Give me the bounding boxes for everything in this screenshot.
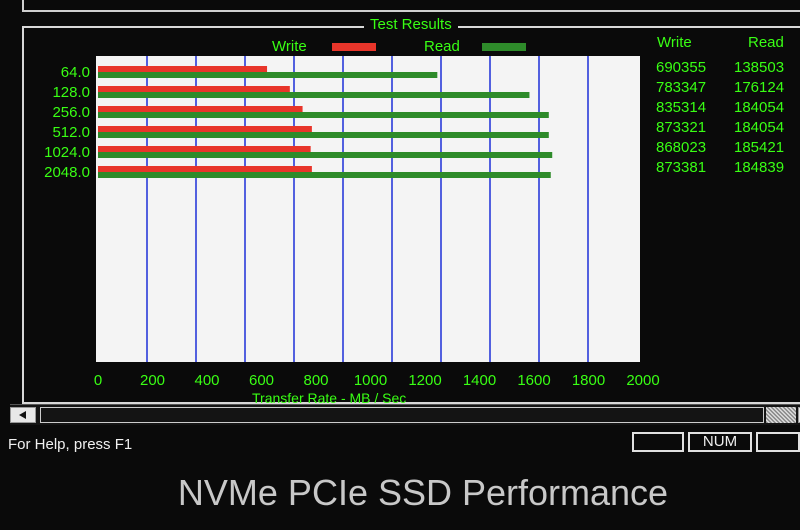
scroll-right-arrow-icon[interactable] (798, 407, 800, 423)
scroll-thumb[interactable] (766, 407, 796, 423)
read-bar (98, 152, 553, 158)
caption-title: NVMe PCIe SSD Performance (177, 472, 669, 513)
legend-write-swatch (332, 43, 376, 51)
write-bar (98, 146, 311, 152)
horizontal-scrollbar[interactable] (10, 404, 800, 425)
read-value-cell: 138503 (734, 59, 785, 76)
write-value-cell: 835314 (656, 99, 707, 116)
x-tick-label: 400 (194, 372, 220, 389)
y-tick-label: 64.0 (60, 64, 90, 81)
x-tick-label: 600 (248, 372, 275, 389)
read-value-cell: 184839 (734, 159, 785, 176)
write-value-cell: 868023 (656, 139, 707, 156)
write-bar (98, 166, 312, 172)
read-value-cell: 185421 (734, 139, 785, 156)
read-bar (98, 72, 438, 78)
write-value-cell: 690355 (656, 59, 707, 76)
legend-write-label: Write (272, 38, 307, 55)
write-bar (98, 126, 312, 132)
read-bar (98, 92, 530, 98)
x-tick-label: 1800 (571, 372, 606, 389)
read-value-cell: 184054 (734, 119, 785, 136)
read-value-cell: 176124 (734, 79, 785, 96)
status-pane-empty (632, 432, 684, 452)
write-value-cell: 873381 (656, 159, 707, 176)
x-tick-label: 1200 (408, 372, 442, 389)
write-bar (98, 66, 268, 72)
top-window-frame (22, 0, 800, 12)
num-lock-indicator: NUM (688, 432, 752, 452)
x-tick-label: 0 (93, 372, 103, 389)
read-bar (98, 112, 549, 118)
status-help-text: For Help, press F1 (8, 436, 133, 453)
write-bar (98, 106, 303, 112)
y-tick-label: 256.0 (52, 104, 90, 121)
write-value-cell: 783347 (656, 79, 707, 96)
write-bar (98, 86, 290, 92)
y-tick-label: 1024.0 (44, 144, 90, 161)
x-tick-label: 1000 (353, 372, 388, 389)
scroll-left-arrow-icon[interactable] (10, 407, 36, 423)
read-bar (98, 172, 551, 178)
scroll-track[interactable] (40, 407, 764, 423)
read-column-header: Read (748, 34, 784, 51)
write-value-cell: 873321 (656, 119, 707, 136)
legend-read-swatch (482, 43, 526, 51)
status-bar: For Help, press F1 NUM (0, 428, 800, 462)
x-axis-title: Transfer Rate - MB / Sec (252, 390, 407, 404)
panel-title: Test Results (364, 16, 458, 33)
y-tick-label: 2048.0 (44, 164, 90, 181)
y-tick-label: 128.0 (52, 84, 90, 101)
x-tick-label: 2000 (626, 372, 660, 389)
x-tick-label: 800 (303, 372, 329, 389)
read-bar (98, 132, 549, 138)
x-tick-label: 1400 (462, 372, 497, 389)
x-tick-label: 1600 (517, 372, 551, 389)
chart-plot-area (96, 56, 640, 362)
write-column-header: Write (657, 34, 692, 51)
x-tick-label: 200 (139, 372, 166, 389)
read-value-cell: 184054 (734, 99, 785, 116)
status-pane-extra (756, 432, 800, 452)
y-tick-label: 512.0 (52, 124, 90, 141)
bar-chart (98, 56, 589, 362)
legend-read-label: Read (424, 38, 460, 55)
